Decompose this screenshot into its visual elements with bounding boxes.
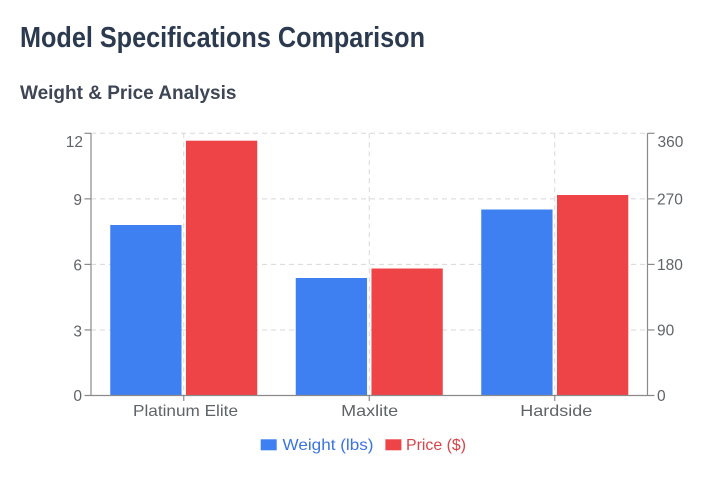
svg-text:9: 9 [73, 192, 82, 209]
svg-text:Maxlite: Maxlite [341, 403, 398, 420]
svg-text:360: 360 [658, 134, 684, 151]
svg-text:6: 6 [73, 257, 82, 274]
svg-text:90: 90 [657, 323, 675, 340]
svg-text:270: 270 [657, 191, 683, 208]
svg-text:Hardside: Hardside [520, 403, 592, 420]
svg-text:12: 12 [66, 134, 83, 151]
svg-text:3: 3 [73, 323, 82, 340]
svg-text:0: 0 [657, 388, 666, 405]
svg-text:Weight & Price Analysis: Weight & Price Analysis [20, 83, 236, 104]
svg-text:Platinum Elite: Platinum Elite [133, 403, 238, 420]
svg-text:180: 180 [657, 257, 683, 274]
svg-text:Weight (lbs): Weight (lbs) [283, 437, 374, 454]
svg-text:0: 0 [73, 388, 82, 405]
svg-text:Model Specifications Compariso: Model Specifications Comparison [20, 22, 425, 54]
svg-text:Price ($): Price ($) [406, 437, 466, 454]
